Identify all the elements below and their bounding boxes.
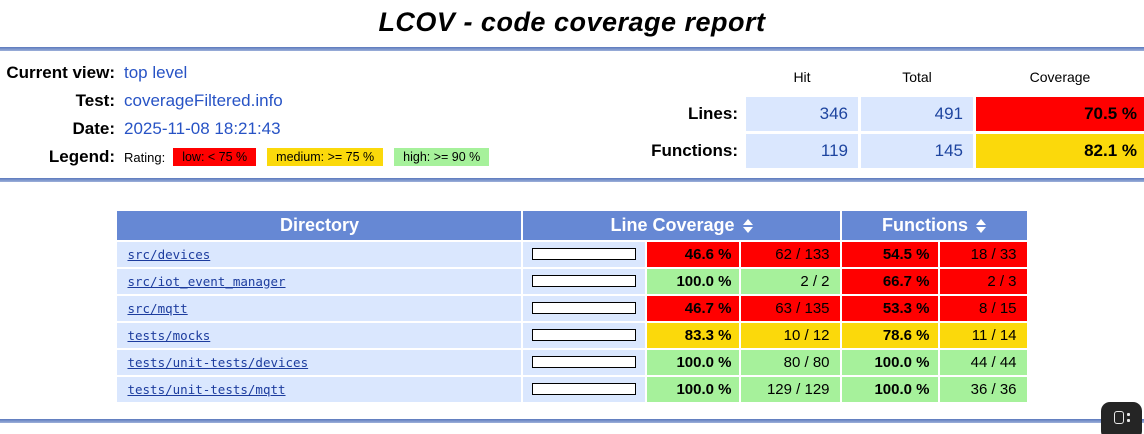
coverage-bar xyxy=(532,329,637,342)
legend-label: Legend: xyxy=(48,147,115,166)
legend-row: Legend: Rating: low: < 75 % medium: >= 7… xyxy=(6,143,500,171)
line-coverage-ratio: 2 / 2 xyxy=(741,269,840,294)
directory-link[interactable]: tests/mocks xyxy=(127,327,211,343)
current-view-row: Current view: top level xyxy=(6,59,500,87)
functions-percent: 100.0 % xyxy=(841,350,938,375)
legend-chip-medium: medium: >= 75 % xyxy=(267,148,384,166)
summary-row-functions: Functions: 119 145 82.1 % xyxy=(650,134,1144,168)
screen-overlay-badge[interactable] xyxy=(1101,402,1142,434)
current-view-value: top level xyxy=(124,63,188,82)
legend-chip-high: high: >= 90 % xyxy=(394,148,490,166)
line-coverage-percent: 46.6 % xyxy=(647,242,740,267)
directory-link[interactable]: src/mqtt xyxy=(127,300,188,316)
line-coverage-percent: 83.3 % xyxy=(647,323,740,348)
line-coverage-ratio: 10 / 12 xyxy=(741,323,840,348)
summary-col-hit: Hit xyxy=(793,69,811,85)
date-row: Date: 2025-11-08 18:21:43 xyxy=(6,115,500,143)
functions-ratio: 36 / 36 xyxy=(939,377,1027,402)
table-row: tests/mocks 83.3 % 10 / 12 78.6 % 11 / 1… xyxy=(117,323,1027,348)
table-row: tests/unit-tests/devices 100.0 % 80 / 80… xyxy=(117,350,1027,375)
functions-label: Functions: xyxy=(651,141,738,160)
coverage-table: Directory Line Coverage Functions src/de… xyxy=(115,209,1028,404)
directory-link[interactable]: src/iot_event_manager xyxy=(127,273,286,289)
line-coverage-percent: 100.0 % xyxy=(647,350,740,375)
test-value: coverageFiltered.info xyxy=(124,91,283,110)
table-row: src/devices 46.6 % 62 / 133 54.5 % 18 / … xyxy=(117,242,1027,267)
lines-hit: 346 xyxy=(746,97,858,131)
functions-column-header: Functions xyxy=(841,211,1027,240)
summary-row-lines: Lines: 346 491 70.5 % xyxy=(650,97,1144,131)
test-label: Test: xyxy=(75,91,115,110)
divider-bottom xyxy=(0,419,1144,423)
functions-ratio: 18 / 33 xyxy=(939,242,1027,267)
lines-label: Lines: xyxy=(687,104,738,123)
summary-col-coverage: Coverage xyxy=(1029,69,1091,85)
table-row: src/mqtt 46.7 % 63 / 135 53.3 % 8 / 15 xyxy=(117,296,1027,321)
line-coverage-sort-icon[interactable] xyxy=(742,219,753,234)
functions-ratio: 2 / 3 xyxy=(939,269,1027,294)
line-coverage-percent: 100.0 % xyxy=(647,377,740,402)
functions-hit: 119 xyxy=(746,134,858,168)
functions-percent: 54.5 % xyxy=(841,242,938,267)
directory-link[interactable]: src/devices xyxy=(127,246,211,262)
coverage-bar xyxy=(532,383,637,396)
summary-col-total: Total xyxy=(902,69,932,85)
line-coverage-ratio: 80 / 80 xyxy=(741,350,840,375)
date-value: 2025-11-08 18:21:43 xyxy=(124,119,281,138)
functions-percent: 100.0 % xyxy=(841,377,938,402)
functions-ratio: 8 / 15 xyxy=(939,296,1027,321)
overlay-rect-icon xyxy=(1113,410,1124,424)
line-coverage-percent: 100.0 % xyxy=(647,269,740,294)
report-info: Current view: top level Test: coverageFi… xyxy=(0,59,500,171)
divider-middle xyxy=(0,178,1144,182)
line-coverage-percent: 46.7 % xyxy=(647,296,740,321)
line-coverage-ratio: 129 / 129 xyxy=(741,377,840,402)
functions-percent: 66.7 % xyxy=(841,269,938,294)
functions-ratio: 44 / 44 xyxy=(939,350,1027,375)
line-coverage-ratio: 63 / 135 xyxy=(741,296,840,321)
coverage-table-header: Directory Line Coverage Functions xyxy=(117,211,1027,240)
table-row: tests/unit-tests/mqtt 100.0 % 129 / 129 … xyxy=(117,377,1027,402)
current-view-label: Current view: xyxy=(6,63,115,82)
functions-total: 145 xyxy=(861,134,973,168)
page-title: LCOV - code coverage report xyxy=(378,7,766,37)
functions-coverage: 82.1 % xyxy=(976,134,1144,168)
functions-ratio: 11 / 14 xyxy=(939,323,1027,348)
rating-label: Rating: xyxy=(124,149,166,165)
coverage-bar xyxy=(532,356,637,369)
date-label: Date: xyxy=(72,119,115,138)
table-row: src/iot_event_manager 100.0 % 2 / 2 66.7… xyxy=(117,269,1027,294)
directory-link[interactable]: tests/unit-tests/mqtt xyxy=(127,381,286,397)
coverage-bar xyxy=(532,248,637,261)
summary-header-row: Hit Total Coverage xyxy=(650,60,1144,94)
functions-percent: 53.3 % xyxy=(841,296,938,321)
test-row: Test: coverageFiltered.info xyxy=(6,87,500,115)
legend-chip-low: low: < 75 % xyxy=(173,148,257,166)
overlay-dots-icon xyxy=(1126,412,1130,422)
coverage-bar xyxy=(532,275,637,288)
coverage-bar xyxy=(532,302,637,315)
lines-total: 491 xyxy=(861,97,973,131)
summary-table: Hit Total Coverage Lines: 346 491 70.5 %… xyxy=(647,57,1144,171)
line-coverage-column-header: Line Coverage xyxy=(523,211,840,240)
functions-sort-icon[interactable] xyxy=(976,219,987,234)
lines-coverage: 70.5 % xyxy=(976,97,1144,131)
divider-top xyxy=(0,47,1144,51)
report-header: Current view: top level Test: coverageFi… xyxy=(0,51,1144,178)
line-coverage-ratio: 62 / 133 xyxy=(741,242,840,267)
directory-link[interactable]: tests/unit-tests/devices xyxy=(127,354,309,370)
directory-column-header: Directory xyxy=(117,211,522,240)
functions-percent: 78.6 % xyxy=(841,323,938,348)
